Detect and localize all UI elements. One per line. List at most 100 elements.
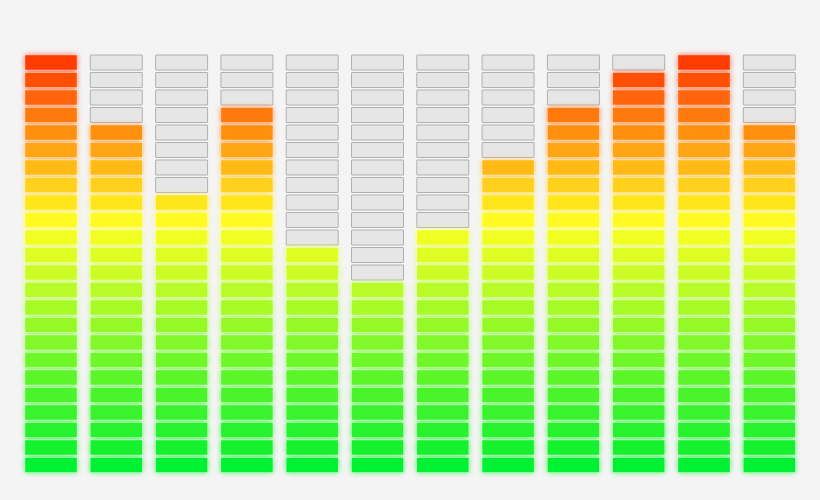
segment-off [285, 159, 339, 176]
segment-lit [90, 422, 143, 438]
segment-lit [285, 334, 339, 351]
segment-lit [742, 352, 796, 368]
segment-off [155, 54, 209, 71]
segment-lit [481, 334, 535, 351]
segment-lit [677, 457, 731, 473]
segment-lit [90, 247, 143, 263]
segment-lit [90, 142, 143, 158]
segment-lit [677, 142, 731, 158]
segment-off [351, 194, 404, 211]
segment-off [155, 107, 209, 123]
segment-lit [155, 282, 208, 298]
segment-lit [155, 194, 208, 211]
segment-lit [547, 212, 600, 228]
segment-lit [612, 142, 666, 158]
segment-off [285, 229, 339, 246]
column-level [547, 107, 600, 473]
segment-off [285, 142, 339, 158]
segment-off [742, 107, 796, 123]
segment-lit [677, 299, 731, 316]
segment-lit [416, 369, 470, 386]
segment-lit [24, 142, 78, 158]
segment-lit [612, 212, 666, 228]
segment-lit [612, 387, 666, 403]
segment-lit [220, 264, 274, 281]
segment-lit [24, 317, 78, 333]
segment-lit [155, 317, 208, 333]
segment-off [220, 72, 274, 88]
segment-lit [155, 299, 208, 316]
column-off [612, 54, 666, 71]
segment-lit [547, 177, 600, 193]
column-level [24, 54, 78, 473]
segment-off [285, 89, 339, 106]
segment-lit [481, 282, 535, 298]
segment-lit [90, 387, 143, 403]
column-level [612, 72, 666, 473]
segment-lit [220, 352, 274, 368]
segment-lit [90, 457, 143, 473]
segment-off [612, 54, 666, 71]
segment-off [351, 212, 404, 228]
segment-off [155, 142, 209, 158]
segment-lit [90, 404, 143, 421]
segment-lit [24, 212, 78, 228]
segment-lit [220, 422, 274, 438]
segment-lit [677, 229, 731, 246]
segment-lit [416, 387, 470, 403]
segment-lit [24, 177, 78, 193]
segment-lit [220, 159, 274, 176]
segment-lit [285, 387, 339, 403]
segment-lit [677, 404, 731, 421]
segment-off [416, 194, 470, 211]
segment-lit [220, 124, 274, 141]
segment-lit [90, 264, 143, 281]
segment-lit [155, 247, 208, 263]
column-off [416, 54, 470, 228]
segment-lit [155, 439, 208, 456]
segment-lit [742, 299, 796, 316]
segment-off [742, 89, 796, 106]
segment-lit [547, 229, 600, 246]
segment-lit [612, 124, 666, 141]
segment-lit [677, 194, 731, 211]
segment-lit [677, 352, 731, 368]
segment-lit [547, 282, 600, 298]
segment-off [481, 142, 535, 158]
segment-lit [220, 404, 274, 421]
segment-lit [612, 457, 666, 473]
segment-lit [547, 457, 600, 473]
segment-lit [155, 404, 208, 421]
segment-lit [612, 159, 666, 176]
segment-off [285, 72, 339, 88]
segment-lit [416, 264, 470, 281]
segment-lit [742, 422, 796, 438]
segment-lit [416, 247, 470, 263]
segment-lit [155, 457, 208, 473]
segment-lit [547, 352, 600, 368]
segment-off [481, 89, 535, 106]
segment-lit [612, 334, 666, 351]
segment-lit [24, 124, 78, 141]
segment-lit [677, 369, 731, 386]
segment-lit [24, 439, 78, 456]
segment-lit [677, 212, 731, 228]
segment-lit [742, 212, 796, 228]
segment-lit [481, 317, 535, 333]
segment-lit [285, 247, 339, 263]
segment-lit [612, 107, 666, 123]
segment-lit [24, 387, 78, 403]
segment-lit [547, 404, 600, 421]
segment-lit [742, 439, 796, 456]
segment-lit [351, 317, 404, 333]
segment-lit [90, 352, 143, 368]
segment-lit [677, 334, 731, 351]
segment-lit [612, 404, 666, 421]
segment-off [481, 54, 535, 71]
segment-off [351, 72, 404, 88]
segment-lit [155, 334, 208, 351]
segment-lit [155, 352, 208, 368]
segment-lit [547, 317, 600, 333]
segment-lit [481, 229, 535, 246]
